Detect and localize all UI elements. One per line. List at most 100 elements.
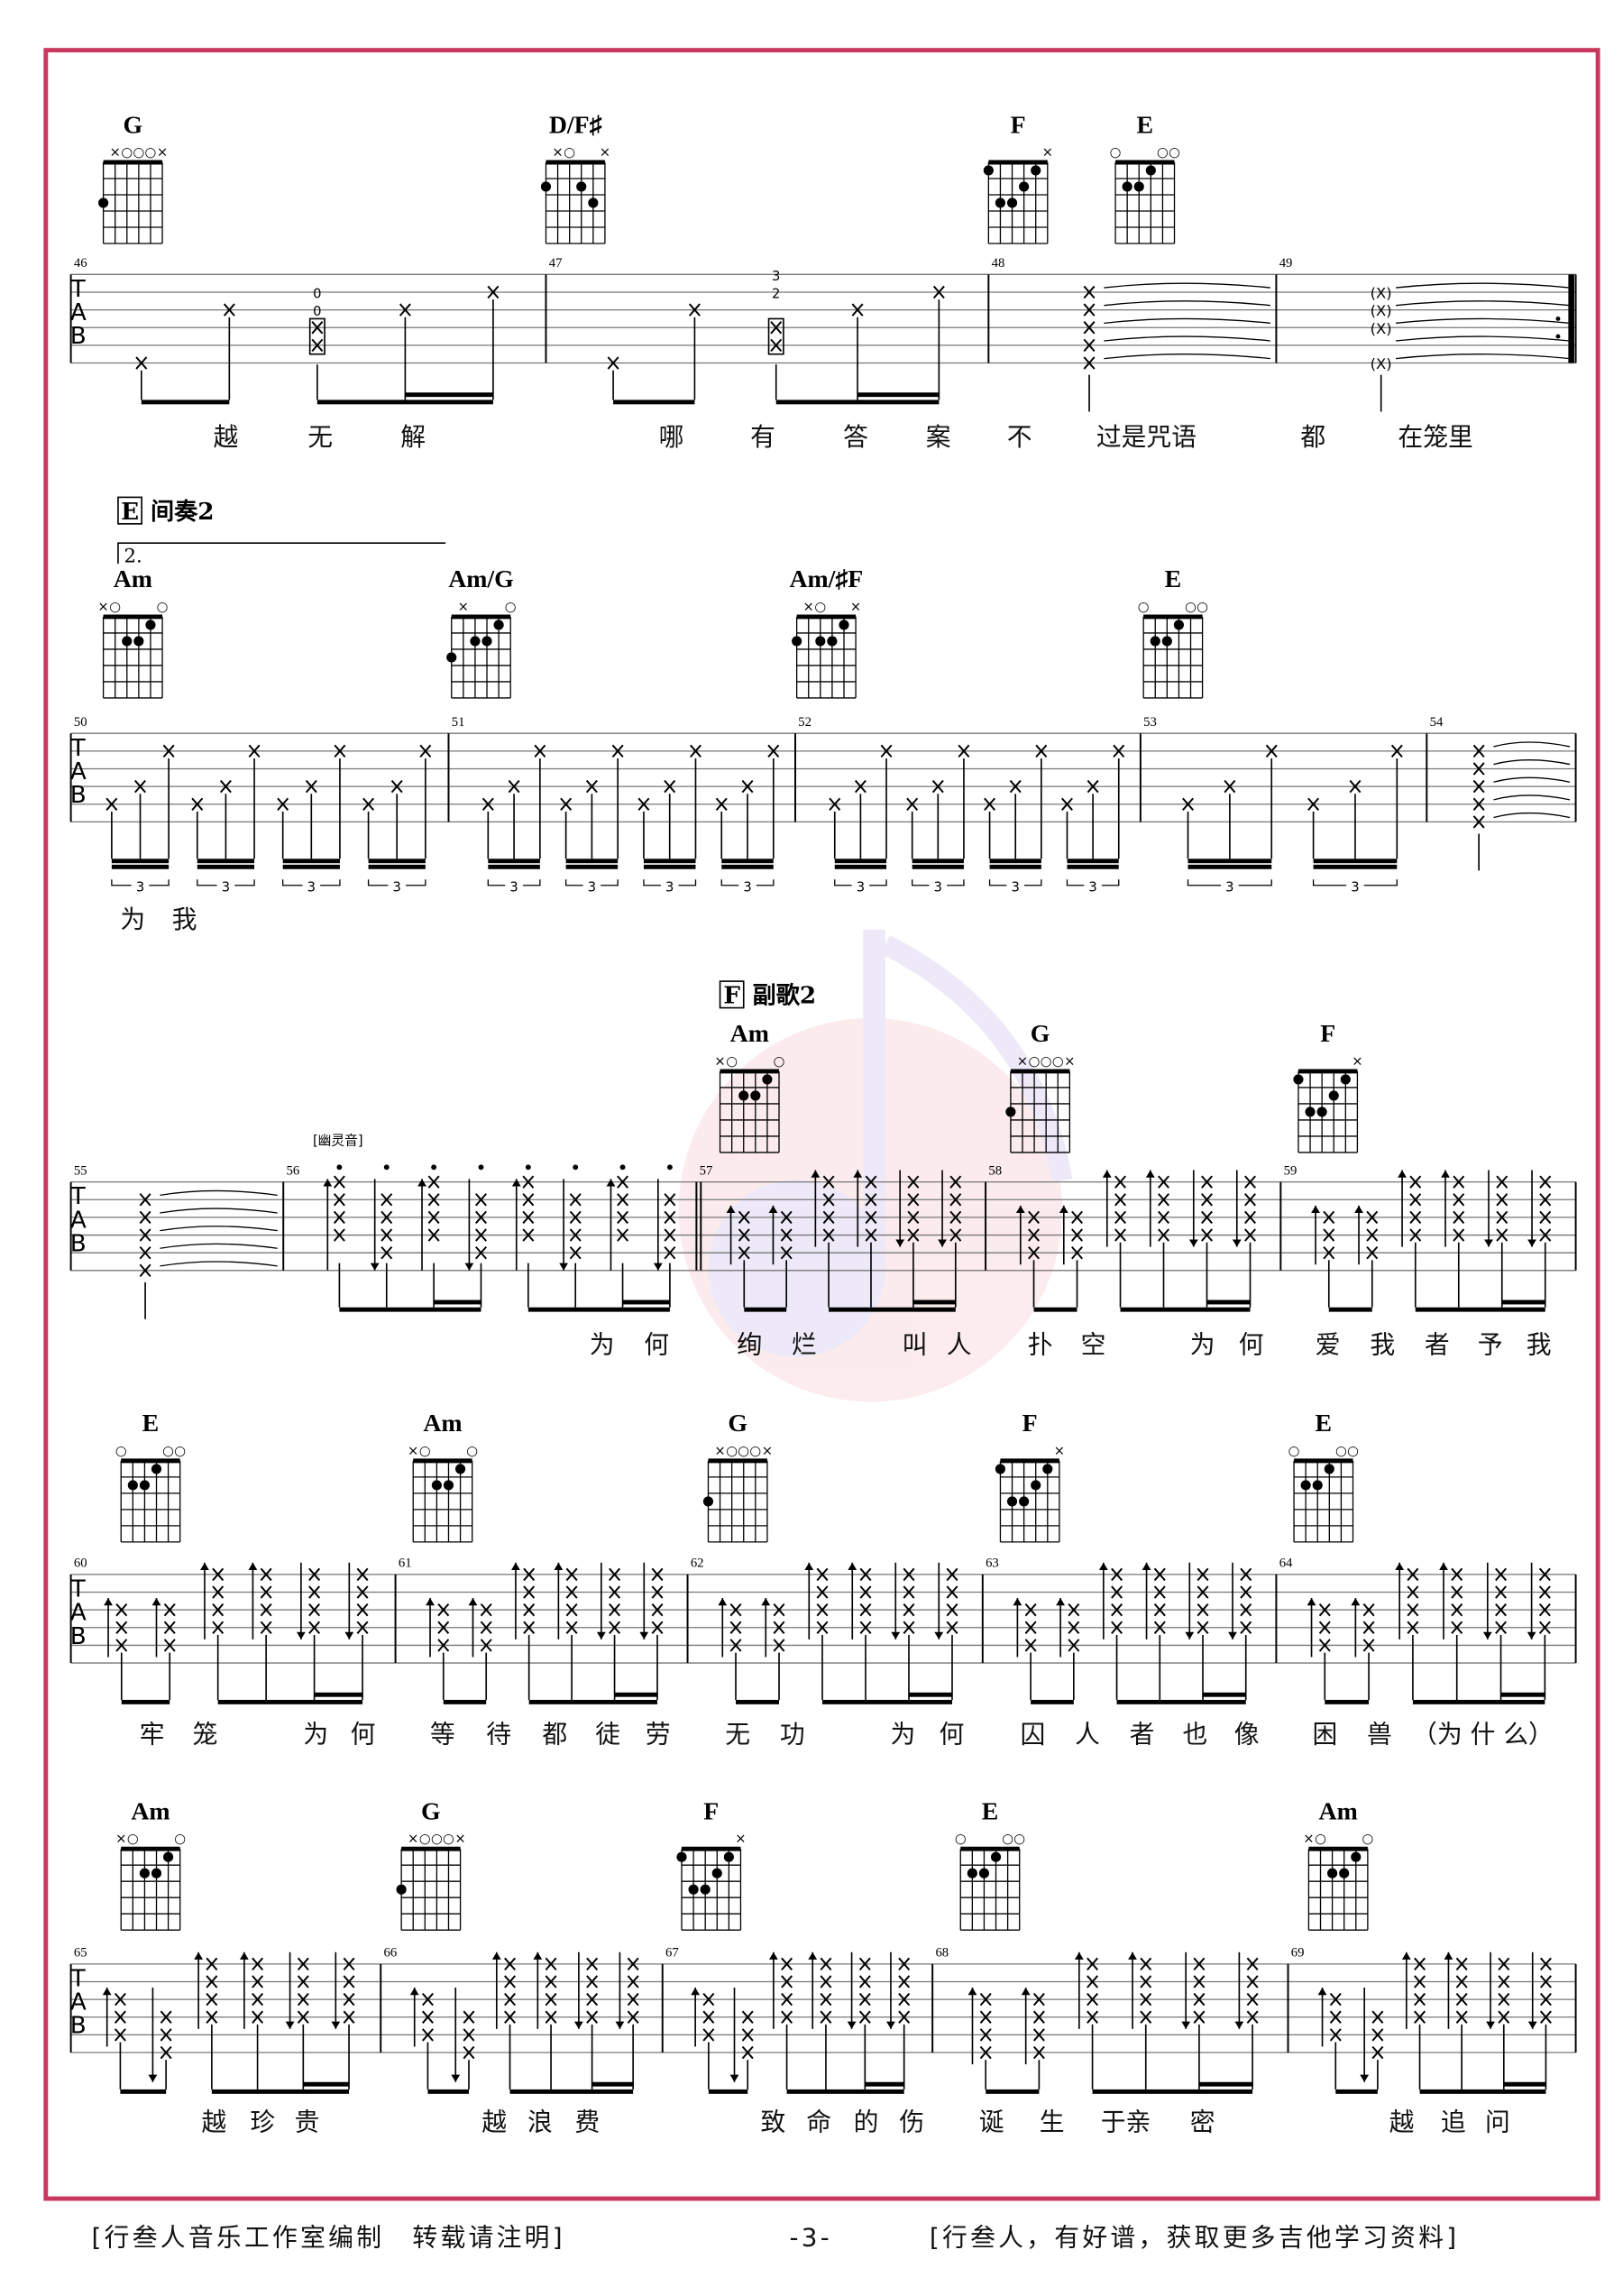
finger-dot — [1006, 197, 1018, 208]
x-note — [946, 1621, 958, 1634]
chord-name: F — [1320, 1020, 1335, 1048]
x-note — [1197, 1603, 1209, 1617]
x-note — [139, 1193, 151, 1207]
finger-dot — [540, 181, 552, 192]
x-note — [1140, 1975, 1152, 1988]
x-note — [333, 1175, 345, 1189]
string-mark: ○ — [145, 144, 157, 160]
string-mark: ○ — [133, 144, 144, 160]
x-note — [1024, 1621, 1037, 1634]
x-note — [906, 797, 919, 811]
arrow-head — [151, 1598, 161, 1606]
string-mark: × — [803, 599, 814, 614]
arrow-head — [606, 1179, 616, 1187]
lyric: 烂 — [792, 1329, 817, 1359]
arrow-head — [417, 1179, 426, 1187]
tab-clef: A — [70, 1989, 87, 2016]
chord-name: Am — [423, 1410, 462, 1437]
x-note — [1455, 1992, 1468, 2007]
x-note — [1158, 1210, 1169, 1225]
x-note — [1114, 1210, 1126, 1225]
finger-dot — [1351, 1851, 1362, 1862]
finger-dot — [1019, 181, 1030, 192]
muted-box — [308, 317, 326, 355]
x-note — [114, 2028, 126, 2042]
x-note — [219, 779, 232, 794]
tie — [1493, 794, 1571, 801]
arrow-head — [1234, 2021, 1244, 2029]
x-note — [1193, 1992, 1206, 2007]
x-note — [865, 1193, 877, 1207]
x-note — [1246, 2010, 1259, 2024]
beam — [622, 1300, 670, 1305]
lyric: 等 — [430, 1719, 455, 1749]
x-note — [480, 1603, 492, 1617]
string-mark: ○ — [1041, 1053, 1052, 1069]
x-note — [381, 1245, 393, 1260]
tuplet-number: 3 — [393, 879, 401, 895]
x-note — [114, 2010, 126, 2024]
x-note — [1366, 1210, 1379, 1225]
x-note — [820, 2010, 832, 2024]
lyric: 笼 — [193, 1719, 218, 1749]
x-note — [1414, 2010, 1426, 2024]
x-note — [1539, 1957, 1552, 1971]
x-note — [390, 779, 403, 794]
measure — [1015, 1170, 1256, 1312]
chord-diagram: G× ○ ○ ○ × — [702, 1410, 773, 1543]
chord-diagram: E○ ○ ○ — [1138, 565, 1208, 699]
section-letter-box — [719, 980, 745, 1009]
lyric: 答 — [843, 422, 868, 452]
x-note — [522, 1210, 535, 1225]
finger-dot — [431, 1480, 442, 1491]
x-note — [822, 1175, 835, 1189]
x-note — [1140, 1957, 1152, 1971]
measure: 32 — [607, 269, 945, 405]
x-note — [1197, 1621, 1209, 1634]
x-note — [702, 1992, 715, 2007]
x-note — [1244, 1175, 1256, 1189]
x-note — [1140, 1992, 1152, 2007]
tuplet-bracket — [111, 879, 170, 886]
measure-number: 63 — [986, 1557, 999, 1571]
x-note — [135, 356, 148, 370]
chord-name: E — [982, 1797, 999, 1825]
finger-dot — [1150, 636, 1160, 647]
arrow-head — [615, 2021, 625, 2029]
x-note — [163, 1603, 176, 1617]
x-note — [163, 1639, 176, 1652]
arrow-head — [559, 1263, 569, 1271]
x-note — [1455, 1957, 1468, 1971]
string-mark: ○ — [564, 144, 575, 160]
chord-diagram: F× — [676, 1797, 747, 1931]
beam — [721, 859, 774, 864]
arrow-head — [426, 1598, 435, 1606]
x-note — [1371, 2010, 1384, 2024]
finger-dot — [127, 1480, 138, 1491]
x-note — [1182, 797, 1194, 811]
beam — [821, 1699, 952, 1704]
x-note — [311, 338, 324, 353]
x-note — [586, 2010, 599, 2024]
x-note — [1539, 1975, 1552, 1988]
beam — [912, 864, 964, 869]
tab-system: TAB65 66 67 68 69越珍贵越浪费致命的伤诞生于亲密越追问 — [69, 1946, 1577, 2137]
lyric: 伤 — [899, 2108, 924, 2137]
finger-dot — [163, 1851, 174, 1862]
x-note — [480, 1621, 492, 1634]
x-note — [480, 1639, 492, 1652]
chord-name: F — [1022, 1410, 1038, 1437]
x-note — [212, 1585, 225, 1599]
x-note — [609, 1621, 621, 1634]
arrow-head — [1128, 1952, 1137, 1960]
finger-dot — [839, 620, 849, 630]
finger-dot — [676, 1851, 687, 1862]
x-note — [343, 1957, 355, 1971]
x-note — [1193, 2010, 1206, 2024]
tie — [1395, 335, 1571, 342]
x-note — [903, 1603, 915, 1617]
finger-dot — [990, 1851, 1002, 1862]
beam — [744, 1307, 787, 1312]
arrow-head — [967, 1988, 977, 1996]
arrow-head — [511, 1179, 521, 1187]
